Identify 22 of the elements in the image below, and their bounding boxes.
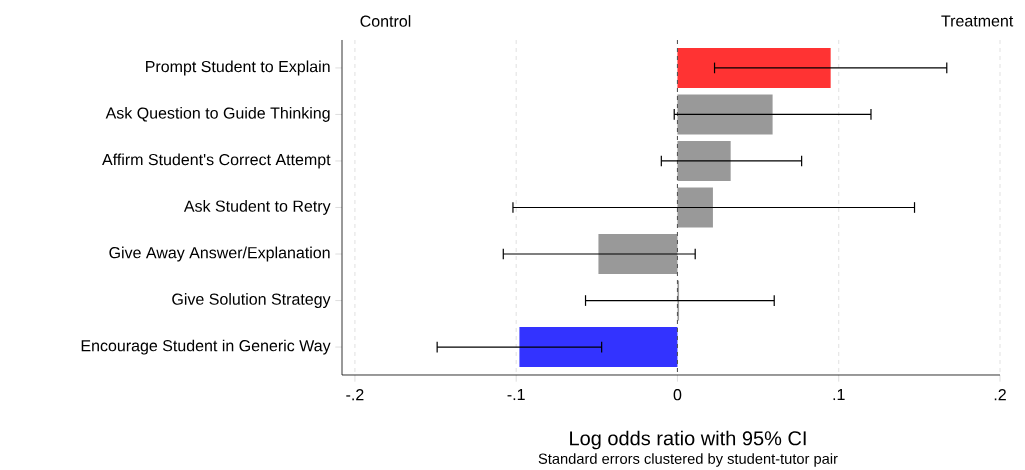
bar [598, 234, 678, 275]
bar [519, 327, 678, 368]
bar [677, 47, 831, 88]
y-tick-label: Give Solution Strategy [172, 293, 331, 309]
y-tick-label: Affirm Student's Correct Attempt [102, 153, 331, 169]
bar [677, 187, 713, 228]
y-tick-label: Give Away Answer/Explanation [109, 246, 330, 262]
y-tick-label: Prompt Student to Explain [146, 60, 330, 76]
y-tick-label: Encourage Student in Generic Way [81, 339, 331, 355]
text: Control [360, 15, 411, 27]
x-axis-title: Log odds ratio with 95% CI [570, 430, 806, 450]
x-tick-label: .2 [994, 389, 1006, 401]
x-tick-label: -.1 [507, 389, 525, 401]
text: Standard errors clustered by student-tutor pair [538, 453, 838, 467]
x-tick-label: .1 [833, 389, 845, 401]
bar [677, 94, 773, 135]
bar [677, 140, 731, 181]
y-tick-label: Ask Student to Retry [183, 200, 331, 215]
text: Treatment [941, 15, 1014, 27]
y-tick-label: Ask Question to Guide Thinking [105, 106, 330, 122]
x-tick-label: -.2 [346, 389, 364, 401]
x-tick-label: 0 [673, 389, 682, 401]
